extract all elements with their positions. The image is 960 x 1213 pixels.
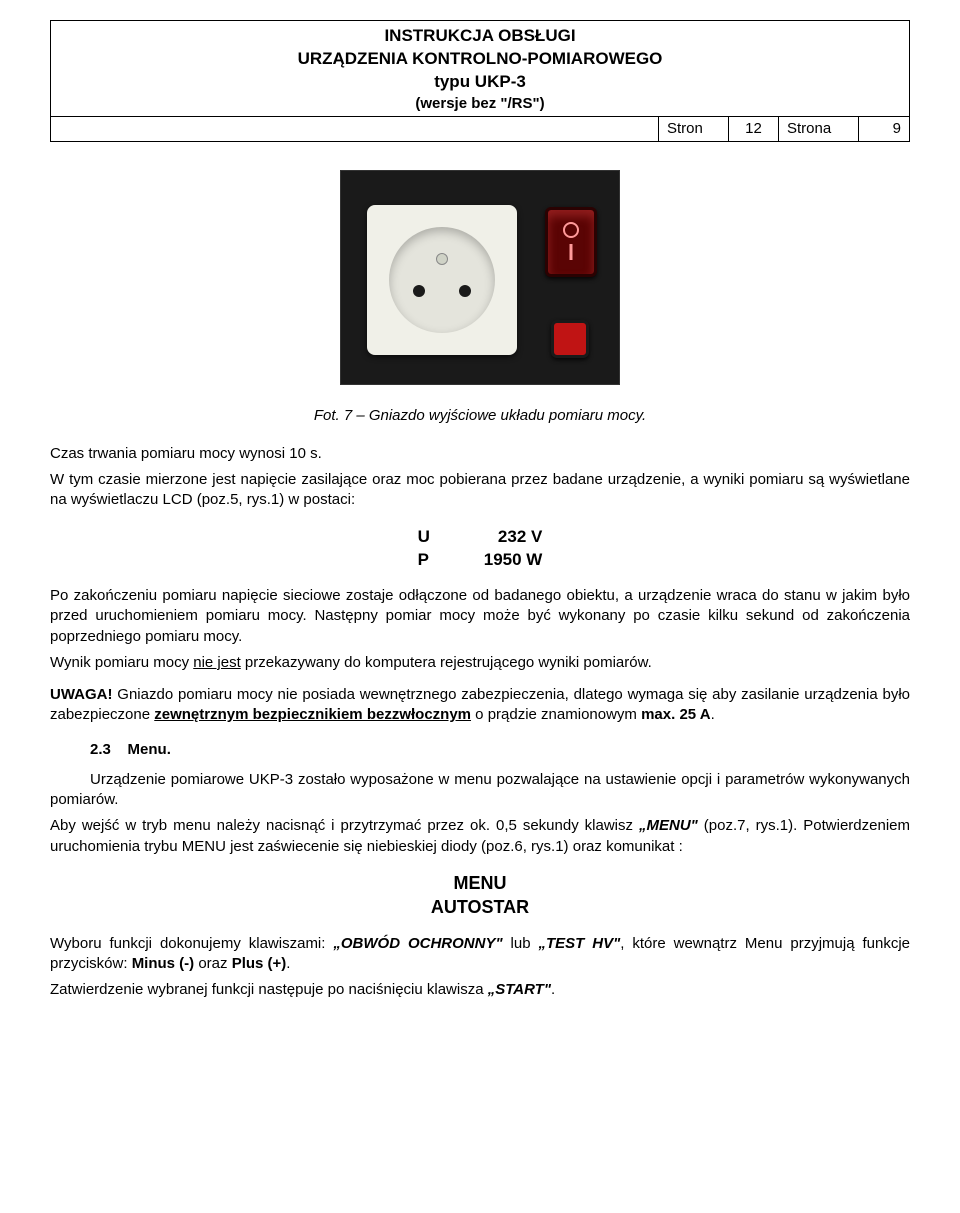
para8-a: Zatwierdzenie wybranej funkcji następuje… xyxy=(50,981,488,998)
para-menu-enter: Aby wejść w tryb menu należy nacisnąć i … xyxy=(50,816,910,857)
para7-or: lub xyxy=(503,935,539,952)
uwaga-text-b: o prądzie znamionowym xyxy=(471,706,641,723)
socket-earth-pin xyxy=(436,253,448,265)
para4-underline: nie jest xyxy=(193,654,241,671)
socket-hole-left xyxy=(413,285,425,297)
device-photo xyxy=(340,170,620,385)
socket-plate xyxy=(367,205,517,355)
header-title: INSTRUKCJA OBSŁUGI URZĄDZENIA KONTROLNO-… xyxy=(51,21,909,116)
photo-caption: Fot. 7 – Gniazdo wyjściowe układu pomiar… xyxy=(50,406,910,426)
stron-label: Stron xyxy=(659,117,729,141)
menu-display: MENU AUTOSTAR xyxy=(50,871,910,920)
para7-end: . xyxy=(286,955,290,972)
readout-u-value: 232 V xyxy=(452,525,542,549)
para7-and: oraz xyxy=(194,955,232,972)
readout-p-value: 1950 W xyxy=(452,548,542,572)
readout-u-label: U xyxy=(418,525,448,549)
para4-prefix: Wynik pomiaru mocy xyxy=(50,654,193,671)
menu-line-2: AUTOSTAR xyxy=(50,895,910,919)
para8-end: . xyxy=(551,981,555,998)
para-confirm: Zatwierdzenie wybranej funkcji następuje… xyxy=(50,980,910,1000)
rocker-switch xyxy=(545,207,597,277)
para6-a: Aby wejść w tryb menu należy nacisnąć i … xyxy=(50,817,639,834)
photo-container xyxy=(50,170,910,391)
para7-a: Wyboru funkcji dokonujemy klawiszami: xyxy=(50,935,333,952)
para-lcd: W tym czasie mierzone jest napięcie zasi… xyxy=(50,470,910,511)
menu-line-1: MENU xyxy=(50,871,910,895)
section-title: Menu. xyxy=(128,741,171,758)
readout-block: U 232 V P 1950 W xyxy=(50,525,910,573)
key-plus: Plus (+) xyxy=(232,955,287,972)
socket-inner xyxy=(389,227,495,333)
key-testhv: „TEST HV" xyxy=(538,935,620,952)
header-line1: INSTRUKCJA OBSŁUGI xyxy=(59,25,901,48)
header-line3: typu UKP-3 xyxy=(59,71,901,94)
uwaga-underline: zewnętrznym bezpiecznikiem bezzwłocznym xyxy=(154,706,471,723)
key-minus: Minus (-) xyxy=(132,955,194,972)
para-key-select: Wyboru funkcji dokonujemy klawiszami: „O… xyxy=(50,934,910,975)
strona-value: 9 xyxy=(859,117,909,141)
header-left-pad xyxy=(51,117,659,141)
socket-hole-right xyxy=(459,285,471,297)
section-num: 2.3 xyxy=(90,741,111,758)
key-obwod: „OBWÓD OCHRONNY" xyxy=(333,935,502,952)
header-line4: (wersje bez "/RS") xyxy=(59,94,901,114)
small-red-button xyxy=(551,320,589,358)
header-line2: URZĄDZENIA KONTROLNO-POMIAROWEGO xyxy=(59,48,901,71)
uwaga-label: UWAGA! xyxy=(50,686,113,703)
uwaga-bold: max. 25 A xyxy=(641,706,711,723)
header-box: INSTRUKCJA OBSŁUGI URZĄDZENIA KONTROLNO-… xyxy=(50,20,910,142)
warning-paragraph: UWAGA! Gniazdo pomiaru mocy nie posiada … xyxy=(50,685,910,726)
uwaga-period: . xyxy=(711,706,715,723)
key-start: „START" xyxy=(488,981,551,998)
section-heading: 2.3 Menu. xyxy=(90,740,910,760)
para-after-measure: Po zakończeniu pomiaru napięcie sieciowe… xyxy=(50,586,910,647)
para-duration: Czas trwania pomiaru mocy wynosi 10 s. xyxy=(50,444,910,464)
readout-p-label: P xyxy=(418,548,448,572)
para4-suffix: przekazywany do komputera rejestrującego… xyxy=(241,654,652,671)
para-menu-intro: Urządzenie pomiarowe UKP-3 zostało wypos… xyxy=(50,770,910,811)
strona-label: Strona xyxy=(779,117,859,141)
menu-key: „MENU" xyxy=(639,817,698,834)
header-pagination-row: Stron 12 Strona 9 xyxy=(51,116,909,141)
para-not-transmitted: Wynik pomiaru mocy nie jest przekazywany… xyxy=(50,653,910,673)
stron-value: 12 xyxy=(729,117,779,141)
